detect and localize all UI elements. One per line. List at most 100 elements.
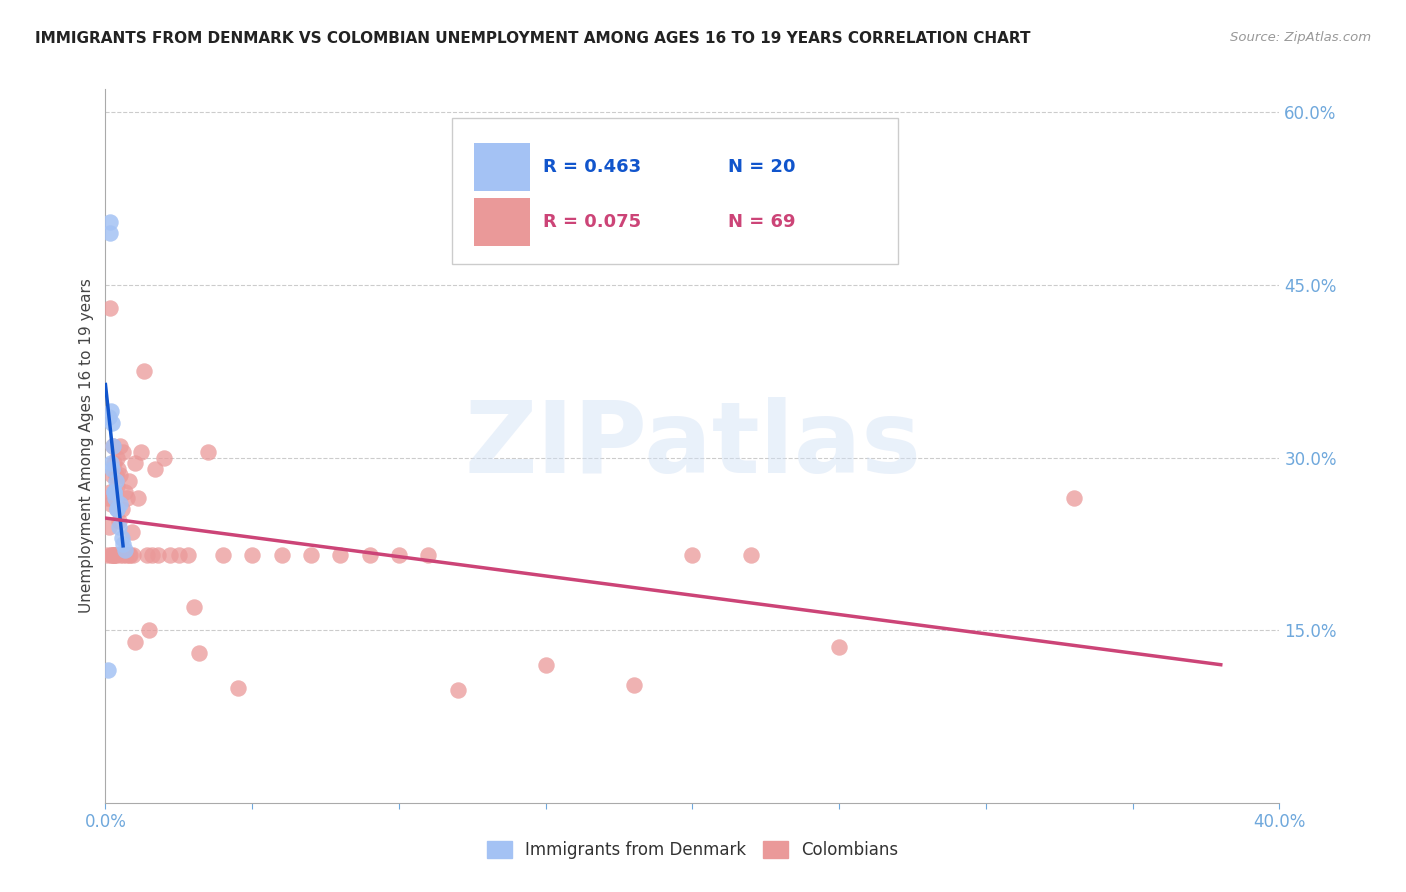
Point <box>103 485 125 500</box>
Point <box>108 497 131 511</box>
Point <box>103 549 125 563</box>
Point <box>299 549 322 563</box>
Point <box>418 549 440 563</box>
Point <box>105 502 128 516</box>
Point <box>104 549 127 563</box>
Point <box>388 549 411 563</box>
Point <box>98 410 121 425</box>
Point <box>98 519 121 533</box>
Point <box>329 549 352 563</box>
Point <box>623 678 645 692</box>
Point <box>101 439 124 453</box>
Point <box>96 549 118 563</box>
Point <box>120 549 142 563</box>
Text: IMMIGRANTS FROM DENMARK VS COLOMBIAN UNEMPLOYMENT AMONG AGES 16 TO 19 YEARS CORR: IMMIGRANTS FROM DENMARK VS COLOMBIAN UNE… <box>35 31 1031 46</box>
FancyBboxPatch shape <box>474 143 530 191</box>
Point <box>682 549 704 563</box>
Point <box>98 214 121 228</box>
Point <box>97 664 120 678</box>
Point <box>188 646 211 660</box>
Point <box>534 657 557 672</box>
Point <box>118 549 141 563</box>
Point <box>107 519 129 533</box>
Point <box>107 462 129 476</box>
Point <box>141 549 163 563</box>
Point <box>108 549 131 563</box>
Text: N = 20: N = 20 <box>728 158 796 176</box>
Point <box>124 634 146 648</box>
Point <box>103 456 125 470</box>
Point <box>226 681 249 695</box>
Point <box>446 683 468 698</box>
Point <box>121 525 143 540</box>
Point <box>124 456 146 470</box>
Point <box>100 456 122 470</box>
Point <box>240 549 263 563</box>
Point <box>100 497 122 511</box>
Point <box>110 531 132 545</box>
Text: ZIPatlas: ZIPatlas <box>464 398 921 494</box>
Point <box>114 485 136 500</box>
Point <box>211 549 233 563</box>
Point <box>197 444 219 458</box>
Point <box>359 549 381 563</box>
Text: Source: ZipAtlas.com: Source: ZipAtlas.com <box>1230 31 1371 45</box>
Point <box>114 542 136 557</box>
Point <box>100 462 122 476</box>
Point <box>143 462 166 476</box>
Point <box>1063 491 1085 505</box>
Point <box>101 549 124 563</box>
Point <box>270 549 292 563</box>
Point <box>159 549 181 563</box>
Point <box>117 491 139 505</box>
Point <box>135 549 157 563</box>
Point <box>104 474 127 488</box>
Point <box>105 450 128 465</box>
Text: N = 69: N = 69 <box>728 213 796 231</box>
Point <box>104 549 127 563</box>
Point <box>101 416 124 430</box>
Point <box>112 549 135 563</box>
Point <box>104 491 127 505</box>
Point <box>176 549 198 563</box>
Point <box>122 549 145 563</box>
Point <box>118 474 141 488</box>
Point <box>153 450 176 465</box>
Point <box>100 549 122 563</box>
Text: R = 0.075: R = 0.075 <box>543 213 641 231</box>
Point <box>98 301 121 315</box>
Point <box>101 439 124 453</box>
Point <box>148 549 170 563</box>
Point <box>105 502 128 516</box>
FancyBboxPatch shape <box>474 198 530 246</box>
Point <box>98 226 121 240</box>
Point <box>115 549 138 563</box>
Point <box>100 404 122 418</box>
Point <box>104 467 127 482</box>
Point <box>110 502 132 516</box>
Point <box>112 537 135 551</box>
Point <box>97 491 120 505</box>
Point <box>107 514 129 528</box>
Point <box>105 502 128 516</box>
Point <box>103 485 125 500</box>
Point <box>98 485 121 500</box>
Point <box>101 467 124 482</box>
Point <box>138 623 160 637</box>
Point <box>132 364 155 378</box>
Y-axis label: Unemployment Among Ages 16 to 19 years: Unemployment Among Ages 16 to 19 years <box>79 278 94 614</box>
Point <box>183 600 205 615</box>
Legend: Immigrants from Denmark, Colombians: Immigrants from Denmark, Colombians <box>479 834 905 866</box>
Point <box>100 549 122 563</box>
Point <box>127 491 149 505</box>
Point <box>828 640 851 655</box>
Point <box>740 549 762 563</box>
Point <box>103 549 125 563</box>
Point <box>105 479 128 493</box>
FancyBboxPatch shape <box>451 118 898 264</box>
Point <box>108 439 131 453</box>
Point <box>129 444 152 458</box>
Point <box>108 467 131 482</box>
Point <box>112 444 135 458</box>
Text: R = 0.463: R = 0.463 <box>543 158 641 176</box>
